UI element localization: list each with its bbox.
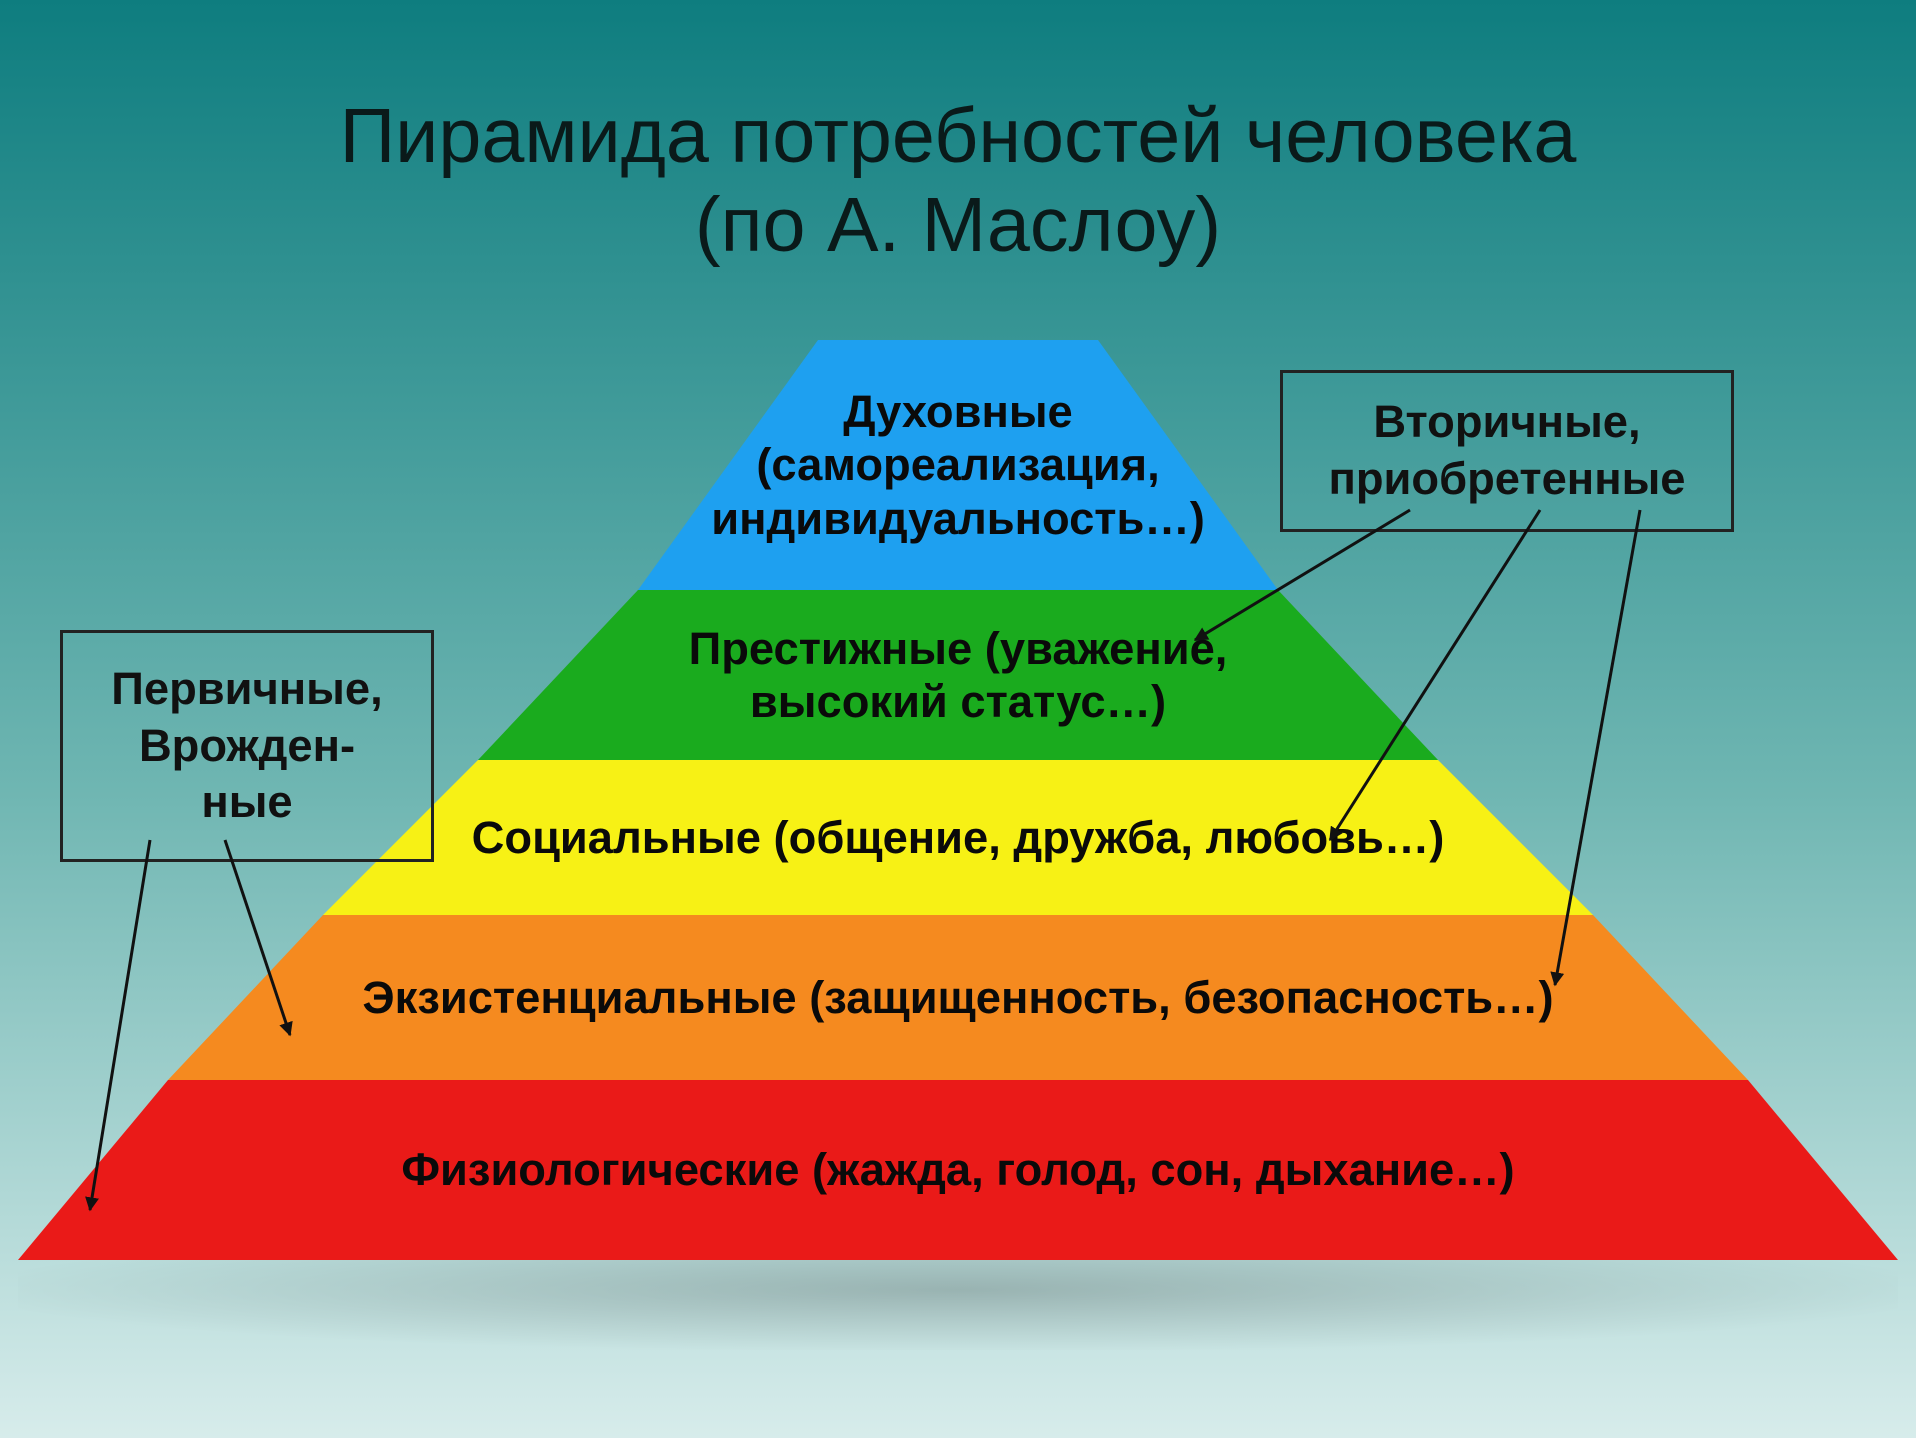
pyramid-level-2-label: Социальные (общение, дружба, любовь…) [472, 811, 1445, 864]
callout-primary: Первичные, Врожден- ные [60, 630, 434, 862]
stage: Пирамида потребностей человека (по А. Ма… [0, 0, 1916, 1438]
page-title: Пирамида потребностей человека (по А. Ма… [0, 92, 1916, 270]
pyramid-level-1-label: Престижные (уважение, высокий статус…) [689, 622, 1228, 729]
callout-secondary: Вторичные, приобретенные [1280, 370, 1734, 532]
pyramid-level-3: Экзистенциальные (защищенность, безопасн… [18, 915, 1898, 1080]
pyramid-level-4: Физиологические (жажда, голод, сон, дыха… [18, 1080, 1898, 1260]
pyramid-level-4-label: Физиологические (жажда, голод, сон, дыха… [401, 1143, 1514, 1196]
pyramid-level-0-label: Духовные (самореализация, индивидуальнос… [711, 385, 1205, 545]
callout-primary-label: Первичные, Врожден- ные [111, 661, 382, 831]
callout-secondary-label: Вторичные, приобретенные [1328, 394, 1685, 507]
pyramid-level-3-label: Экзистенциальные (защищенность, безопасн… [362, 971, 1553, 1024]
